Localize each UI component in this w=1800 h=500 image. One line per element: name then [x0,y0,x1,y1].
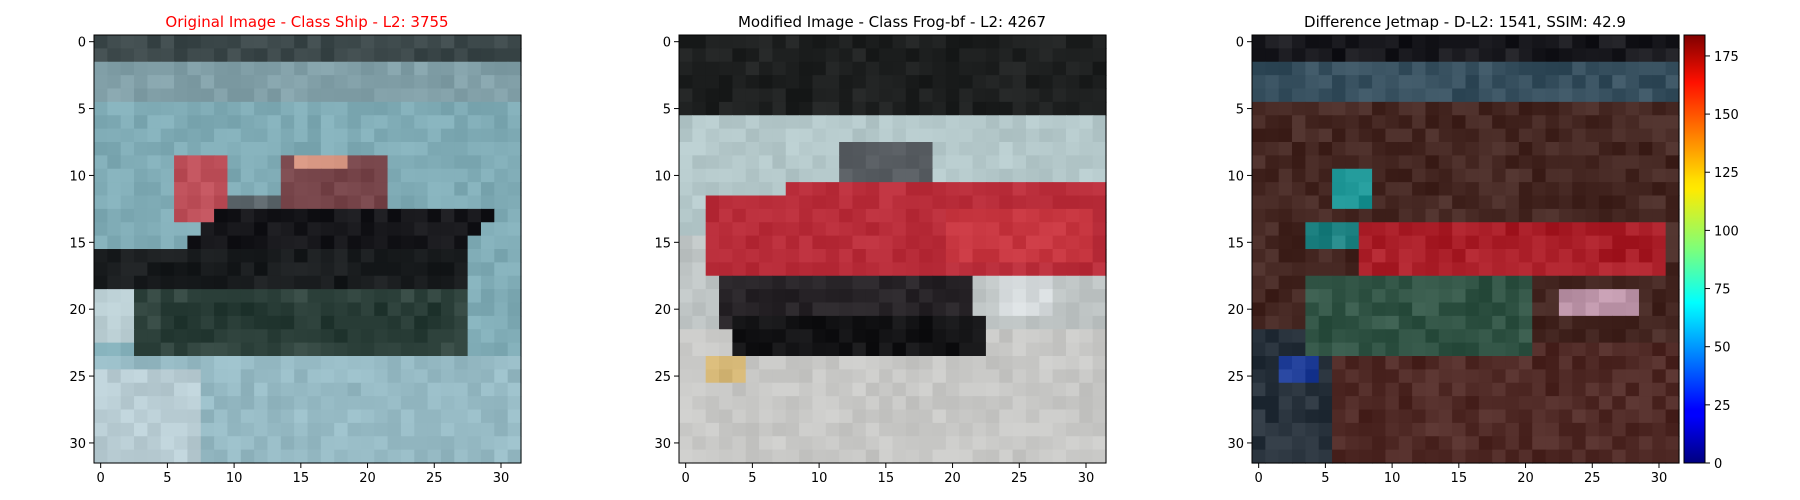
y-tick-label: 30 [1227,437,1244,452]
colorbar-tick-label: 25 [1714,399,1731,414]
y-tick-label: 5 [663,103,671,118]
x-tick-label: 20 [1517,471,1534,486]
x-tick-label: 15 [293,471,310,486]
x-tick-label: 25 [426,471,443,486]
x-tick-label: 5 [748,471,756,486]
panel-original: Original Image - Class Ship - L2: 3755 0… [69,13,522,486]
y-tick-label: 25 [1227,370,1244,385]
colorbar-tick-label: 75 [1714,283,1731,298]
title-original: Original Image - Class Ship - L2: 3755 [165,13,448,31]
x-tick-label: 0 [682,471,690,486]
x-tick-label: 20 [944,471,961,486]
y-tick-label: 10 [69,169,86,184]
x-tick-label: 30 [1078,471,1095,486]
x-tick-label: 5 [1321,471,1329,486]
y-tick-label: 20 [654,303,671,318]
y-tick-label: 15 [654,236,671,251]
y-tick-label: 15 [69,236,86,251]
x-tick-label: 0 [97,471,105,486]
x-tick-label: 30 [493,471,510,486]
y-tick-label: 20 [69,303,86,318]
colorbar-ticks: 0 25 50 75 100 125 150 175 [1705,50,1739,472]
x-tick-label: 10 [226,471,243,486]
x-tick-label: 15 [878,471,895,486]
colorbar: 0 25 50 75 100 125 150 175 [1683,34,1739,472]
y-tick-label: 10 [1227,169,1244,184]
panel-difference: Difference Jetmap - D-L2: 1541, SSIM: 42… [1227,13,1680,486]
image-modified [679,35,1107,464]
y-tick-label: 5 [78,103,86,118]
colorbar-tick-label: 100 [1714,224,1739,239]
title-difference: Difference Jetmap - D-L2: 1541, SSIM: 42… [1304,13,1626,31]
x-tick-label: 30 [1651,471,1668,486]
y-tick-label: 25 [654,370,671,385]
x-tick-label: 10 [1384,471,1401,486]
y-tick-label: 5 [1236,103,1244,118]
y-axis-original: 0 5 10 15 20 25 30 [69,36,94,452]
title-modified: Modified Image - Class Frog-bf - L2: 426… [738,13,1046,31]
y-tick-label: 0 [663,36,671,51]
y-tick-label: 20 [1227,303,1244,318]
image-difference [1252,35,1680,464]
panel-modified: Modified Image - Class Frog-bf - L2: 426… [654,13,1107,486]
y-tick-label: 25 [69,370,86,385]
colorbar-tick-label: 0 [1714,457,1722,472]
x-axis-modified: 0 5 10 15 20 25 30 [682,463,1095,486]
y-tick-label: 10 [654,169,671,184]
x-tick-label: 5 [163,471,171,486]
y-tick-label: 0 [1236,36,1244,51]
x-axis-original: 0 5 10 15 20 25 30 [97,463,510,486]
y-tick-label: 15 [1227,236,1244,251]
y-axis-modified: 0 5 10 15 20 25 30 [654,36,679,452]
x-tick-label: 0 [1255,471,1263,486]
colorbar-tick-label: 50 [1714,341,1731,356]
y-axis-difference: 0 5 10 15 20 25 30 [1227,36,1252,452]
y-tick-label: 30 [69,437,86,452]
y-tick-label: 30 [654,437,671,452]
colorbar-tick-label: 125 [1714,166,1739,181]
colorbar-tick-label: 150 [1714,108,1739,123]
x-tick-label: 15 [1451,471,1468,486]
image-original [94,35,522,464]
colorbar-tick-label: 175 [1714,50,1739,65]
x-tick-label: 25 [1584,471,1601,486]
x-axis-difference: 0 5 10 15 20 25 30 [1255,463,1668,486]
x-tick-label: 10 [811,471,828,486]
x-tick-label: 20 [359,471,376,486]
x-tick-label: 25 [1011,471,1028,486]
y-tick-label: 0 [78,36,86,51]
